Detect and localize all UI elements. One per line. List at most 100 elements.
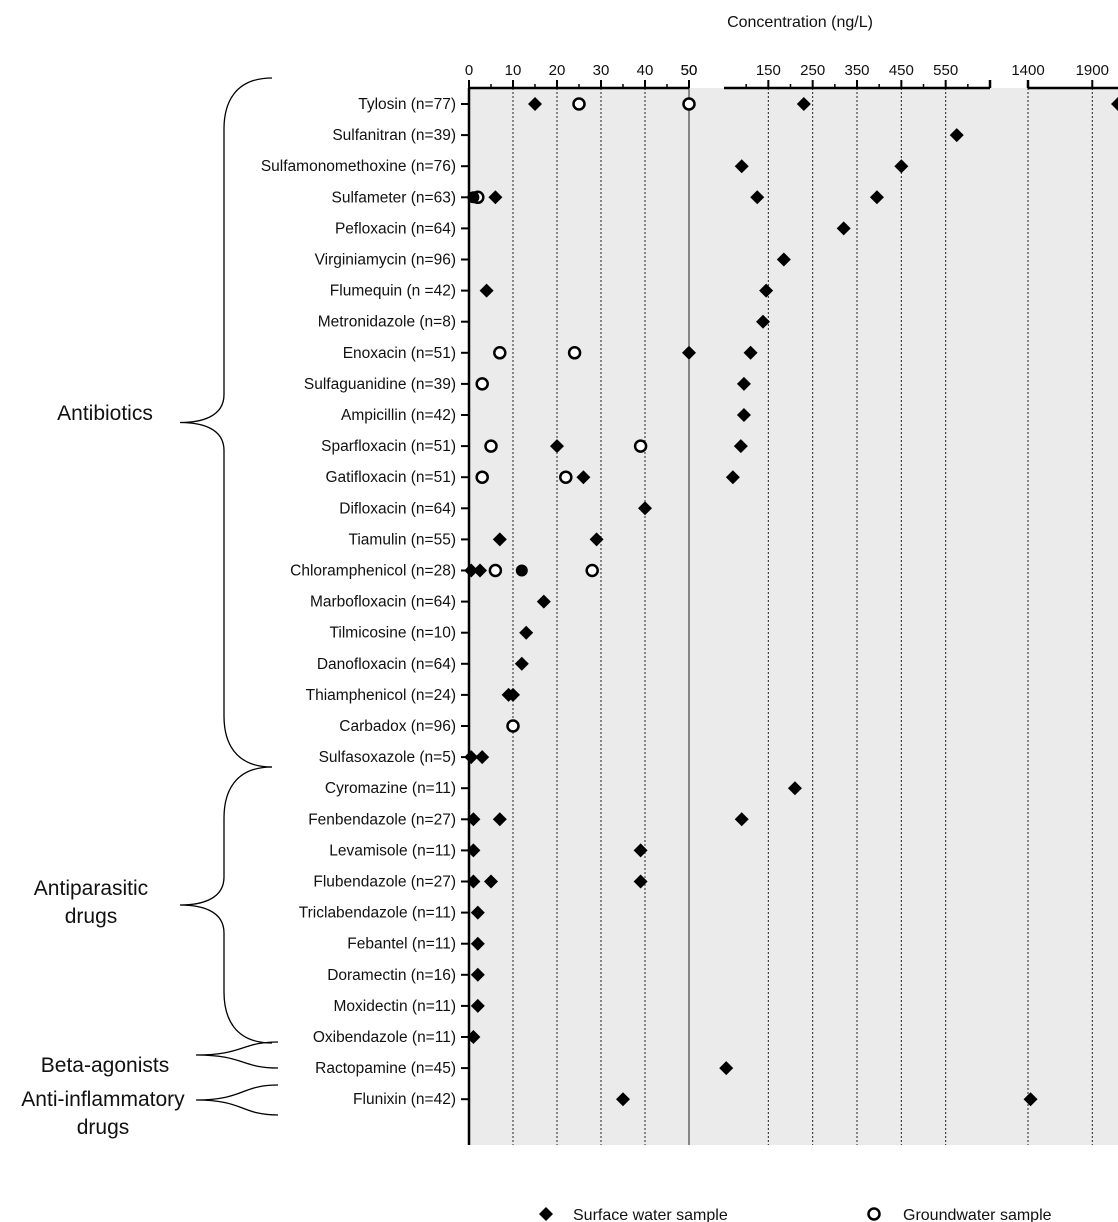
category-label: Oxibendazole (n=11) [313,1029,456,1046]
surface-water-point [787,781,802,796]
category-label: Moxidectin (n=11) [334,998,456,1015]
surface-water-point [475,750,490,765]
surface-water-point [633,874,648,889]
group-brace [179,77,273,768]
legend-ground-label: Groundwater sample [903,1207,1052,1222]
x-tick-label: 30 [593,62,610,79]
category-rows: Tylosin (n=77) Sulfanitran (n=39) Sulfamon… [261,96,469,1108]
surface-water-point [616,1092,630,1107]
groundwater-point [559,470,573,484]
category-label: Marbofloxacin (n=64) [310,594,456,611]
surface-water-point [479,283,494,298]
x-tick-label: 1900 [1076,62,1109,79]
groundwater-point [475,470,489,484]
category-label: Flumequin (n =42) [330,283,456,300]
surface-water-point [466,1030,481,1044]
surface-water-point [1023,1092,1038,1107]
x-tick-label: 0 [465,62,473,79]
x-tick-label: 50 [681,62,698,79]
category-label: Ractopamine (n=45) [315,1060,456,1077]
surface-water-point [488,190,503,205]
x-tick-label: 350 [844,62,869,79]
surface-water-point [750,190,765,205]
group-label: drugs [65,905,118,928]
surface-water-point [470,967,485,982]
surface-water-point [725,470,740,485]
surface-water-point [734,159,749,174]
legend-diamond-marker [539,1207,553,1221]
x-axis-label: Concentration (ng/L) [727,14,873,31]
category-label: Sulfaguanidine (n=39) [304,376,456,393]
category-label: Doramectin (n=16) [327,967,456,984]
category-label: Sparfloxacin (n=51) [321,438,456,455]
gridlines [468,88,1093,1145]
surface-water-point [589,532,604,547]
surface-water-point [736,408,751,422]
surface-water-point [492,812,507,827]
surface-water-point [633,843,648,858]
category-label: Febantel (n=11) [347,936,456,953]
group-brace [195,1041,279,1069]
x-tick-label: 1400 [1011,62,1044,79]
legend-surface-label: Surface water sample [573,1207,728,1222]
category-label: Pefloxacin (n=64) [335,220,456,237]
surface-water-point [464,563,479,578]
x-tick-label: 20 [549,62,566,79]
surface-water-point [576,470,591,485]
category-label: Virginiamycin (n=96) [315,252,456,269]
surface-water-point [1111,97,1118,111]
category-label: Thiamphenicol (n=24) [306,687,456,704]
x-tick-label: 10 [505,62,522,79]
surface-water-point [869,190,884,205]
surface-water-point [550,439,564,454]
groundwater-point [585,563,599,578]
surface-water-point [733,439,748,454]
surface-water-point [836,221,851,236]
category-label: Tylosin (n=77) [358,96,456,113]
category-label: Sulfamonomethoxine (n=76) [261,158,456,175]
groundwater-point [633,439,648,453]
group-label: Beta-agonists [41,1054,169,1077]
surface-water-point [743,345,758,360]
surface-water-point [949,128,964,143]
surface-water-point [470,936,485,951]
surface-water-point [736,376,751,391]
surface-water-point [776,252,791,267]
category-label: Metronidazole (n=8) [318,314,456,331]
group-label: Anti-inflammatory [21,1088,185,1111]
surface-water-point [734,812,749,827]
surface-water-point [466,812,481,827]
surface-water-point [484,874,498,889]
surface-water-point [682,345,696,360]
surface-water-point [492,532,507,547]
x-tick-label: 250 [800,62,825,79]
surface-water-point [466,843,481,858]
category-label: Cyromazine (n=11) [325,780,456,797]
groundwater-point [572,97,586,111]
groundwater-point [488,563,503,578]
surface-water-point [528,97,542,111]
surface-water-point [470,905,485,920]
surface-water-point [464,750,479,765]
category-label: Levamisole (n=11) [329,842,456,859]
surface-water-point [719,1061,734,1076]
x-tick-label: 150 [756,62,781,79]
x-tick-label: 550 [933,62,958,79]
surface-water-point [470,998,485,1013]
surface-water-point [536,594,551,609]
group-label: Antiparasitic [34,877,148,900]
category-label: Sulfasoxazole (n=5) [319,749,456,766]
category-label: Chloramphenicol (n=28) [290,563,456,580]
x-tick-label: 50 [681,62,698,79]
surface-water-point [473,563,487,578]
category-label: Difloxacin (n=64) [339,500,456,517]
groundwater-point [493,346,507,360]
category-label: Sulfanitran (n=39) [332,127,456,144]
groundwater-point [475,377,489,391]
category-label: Tiamulin (n=55) [348,531,456,548]
surface-water-point [466,874,481,889]
category-label: Ampicillin (n=42) [341,407,456,424]
category-label: Triclabendazole (n=11) [299,905,456,922]
